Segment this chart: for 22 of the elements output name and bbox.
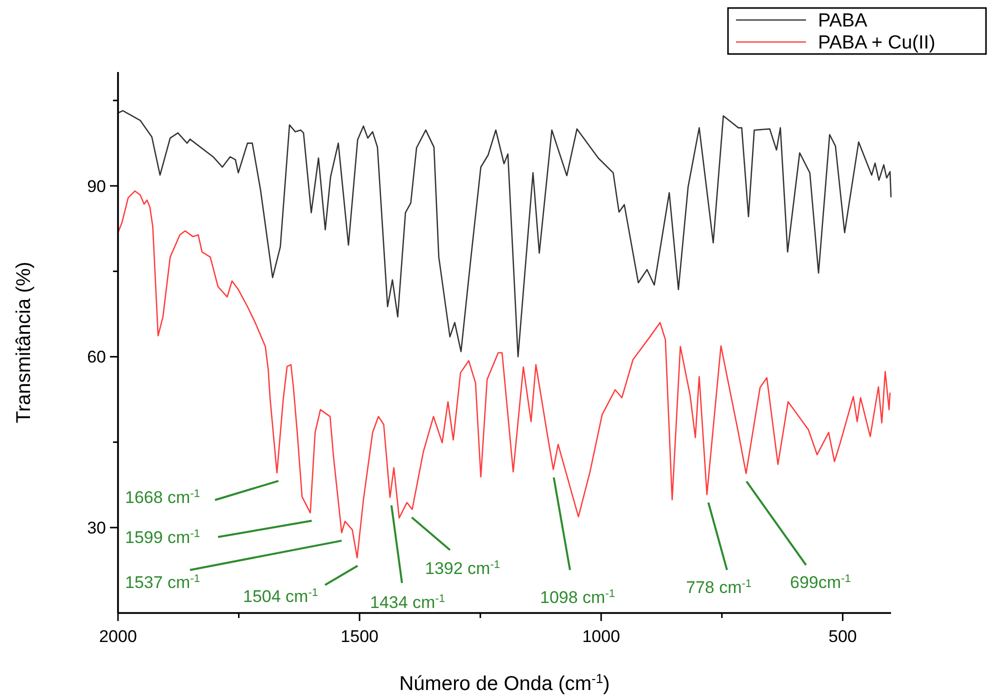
legend-label: PABA [818, 10, 868, 32]
x-tick-label: 2000 [99, 627, 137, 646]
annotation: 1392 cm$^{-1}$ [425, 559, 500, 578]
annotation: 1434 cm$^{-1}$ [370, 593, 446, 612]
line-series [117, 190, 891, 558]
annotation: 1599 cm$^{-1}$ [125, 528, 200, 547]
annotation: 1504 cm$^{-1}$ [243, 587, 318, 606]
x-tick-label: 1000 [582, 627, 620, 646]
annotation: 778 cm$^{-1}$ [686, 578, 752, 597]
annotation: 1668 cm$^{-1}$ [125, 488, 200, 507]
annotation: 699cm$^{-1}$ [790, 573, 851, 592]
line-series [117, 110, 892, 358]
annotation: 1098 cm$^{-1}$ [540, 588, 616, 607]
annotation: 1537 cm$^{-1}$ [125, 573, 200, 592]
y-axis-title: Transmitância (%) [13, 262, 35, 424]
y-tick-label: 60 [87, 348, 106, 367]
y-tick-label: 30 [87, 518, 106, 538]
y-tick-label: 90 [87, 176, 106, 196]
x-axis-title: Número de Onda (cm$^{-1}$) [399, 670, 610, 695]
x-tick-label: 1500 [340, 627, 378, 646]
x-tick-label: 500 [828, 627, 857, 646]
legend-label: PABA + Cu(II) [818, 32, 936, 54]
